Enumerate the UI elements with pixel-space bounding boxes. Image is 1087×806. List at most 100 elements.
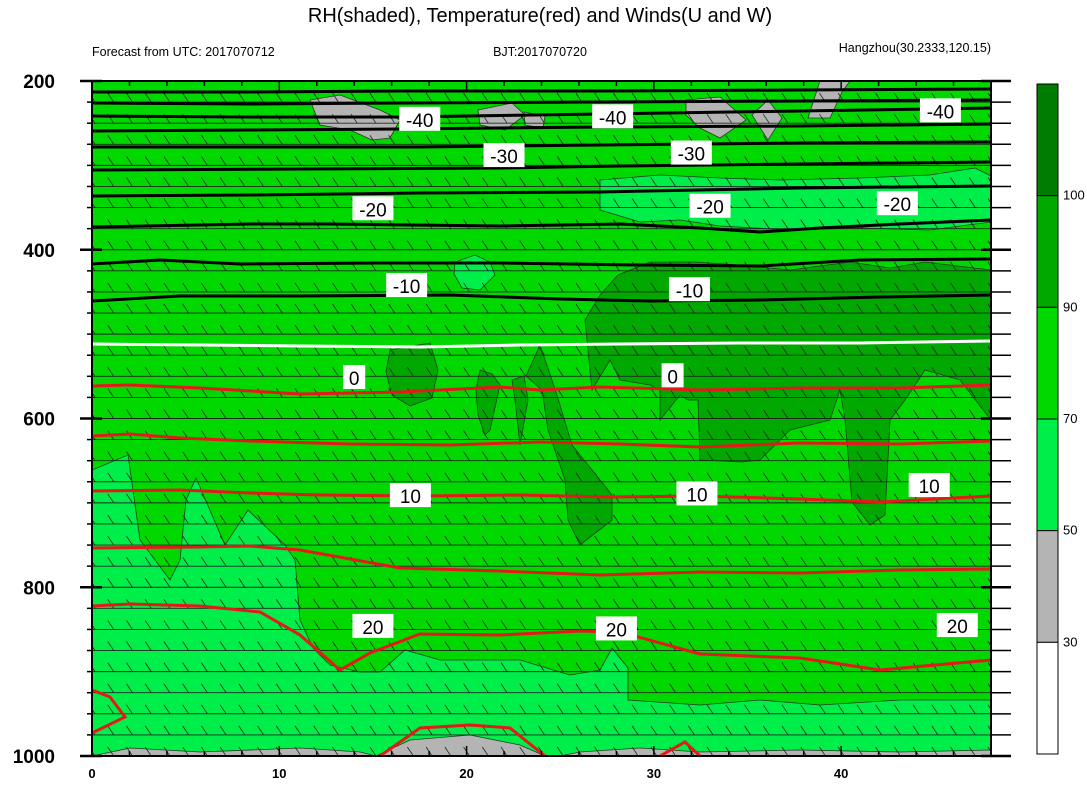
wind-barb [856, 388, 864, 398]
wind-barb [201, 620, 208, 630]
wind-barb [650, 177, 658, 187]
wind-barb [575, 156, 583, 166]
wind-barb [332, 641, 339, 651]
wind-barb [444, 578, 452, 588]
wind-barb [275, 324, 283, 335]
wind-barb [444, 92, 452, 103]
wind-barb [463, 472, 470, 483]
wind-barb [481, 345, 489, 356]
wind-barb [837, 535, 845, 546]
wind-barb [201, 556, 208, 567]
wind-barb [950, 303, 957, 314]
wind-barb [894, 430, 901, 440]
wind-barb [987, 198, 991, 204]
wind-barb [781, 535, 789, 546]
wind-barb [894, 535, 901, 546]
wind-barb [425, 578, 433, 588]
wind-barb [968, 662, 976, 672]
wind-barb [744, 662, 751, 672]
wind-barb [744, 641, 751, 651]
wind-barb [744, 514, 751, 525]
wind-barb [444, 135, 452, 145]
wind-barb [163, 451, 171, 461]
isotherm-line [92, 383, 991, 396]
wind-barb [350, 472, 358, 483]
wind-barb [594, 324, 602, 335]
wind-barb [519, 345, 527, 356]
wind-barb [313, 430, 321, 440]
wind-barb [144, 662, 152, 672]
wind-barb [688, 113, 695, 124]
wind-barb [257, 177, 264, 187]
isotherm-line [659, 740, 702, 756]
wind-barb [257, 514, 264, 525]
wind-barb [107, 135, 115, 145]
wind-barb [238, 620, 246, 630]
wind-barb [931, 578, 939, 588]
wind-barb [800, 599, 808, 609]
wind-barb [706, 535, 714, 546]
wind-barb [444, 746, 452, 756]
wind-barb [856, 725, 864, 736]
wind-barb [219, 493, 227, 504]
wind-barb [856, 556, 864, 567]
wind-barb [950, 430, 957, 440]
wind-barb [238, 514, 246, 525]
wind-barb [688, 620, 695, 630]
wind-barb [275, 683, 283, 693]
wind-barb [594, 472, 602, 483]
wind-barb [182, 92, 189, 103]
wind-barb [837, 177, 845, 187]
wind-barb [163, 324, 171, 335]
wind-barb [950, 599, 957, 609]
wind-barb [257, 556, 264, 567]
wind-barb [931, 198, 939, 208]
wind-barb [594, 578, 602, 588]
wind-barb [294, 535, 302, 546]
wind-barb [575, 599, 583, 609]
y-tick-label: 600 [23, 410, 55, 431]
wind-barb [444, 556, 452, 567]
contour-label: -30 [490, 147, 517, 168]
wind-barb [688, 578, 695, 588]
wind-barb [800, 535, 808, 546]
wind-barb [894, 303, 901, 314]
wind-barb [894, 641, 901, 651]
wind-barb [500, 662, 508, 672]
wind-barb [968, 198, 976, 208]
wind-barb [538, 556, 545, 567]
wind-barb [538, 345, 545, 356]
wind-barb [412, 81, 414, 82]
wind-barb [92, 202, 96, 208]
wind-barb [238, 303, 246, 314]
contour-label-box [389, 483, 431, 508]
wind-barb [706, 662, 714, 672]
wind-barb [144, 92, 152, 103]
wind-barb [126, 282, 133, 293]
wind-barb [968, 345, 976, 356]
wind-barb [275, 556, 283, 567]
wind-barb [706, 620, 714, 630]
wind-barb [425, 514, 433, 525]
wind-barb [144, 156, 152, 166]
wind-barb [425, 599, 433, 609]
wind-barb [613, 324, 620, 335]
wind-barb [163, 156, 171, 166]
wind-barb [800, 620, 808, 630]
wind-barb [875, 345, 882, 356]
wind-barb [950, 261, 957, 272]
wind-barb [163, 472, 171, 483]
wind-barb [669, 472, 676, 483]
contour-labels: -40 -40 -40 -30 -30 -20 -20 -20 -10 -10 0 0 10 10 10 20… [343, 98, 978, 641]
wind-barb [201, 472, 208, 483]
wind-barb [725, 324, 733, 335]
wind-barb [575, 135, 583, 145]
wind-barb [693, 81, 695, 82]
wind-barb [500, 92, 508, 103]
wind-barb [631, 556, 639, 567]
wind-barb [781, 198, 789, 208]
wind-barb [912, 451, 920, 461]
wind-barb [631, 662, 639, 672]
wind-barb [556, 135, 564, 145]
wind-barb [163, 556, 171, 567]
